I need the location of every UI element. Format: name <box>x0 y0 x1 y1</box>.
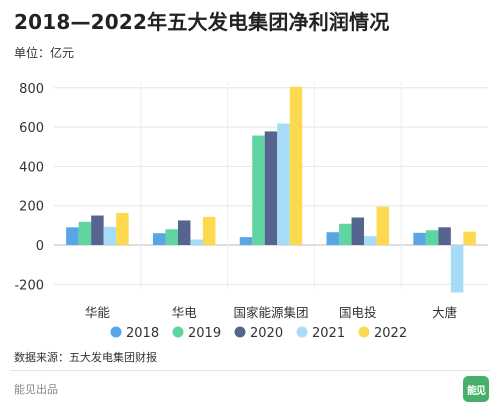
bar <box>252 135 265 245</box>
legend-swatch <box>110 326 122 338</box>
bar-layer <box>66 86 476 293</box>
bar <box>91 215 104 245</box>
bar <box>116 212 129 245</box>
legend-label: 2018 <box>126 326 159 341</box>
x-tick-label: 国家能源集团 <box>233 305 308 320</box>
footer-divider <box>10 370 490 371</box>
bar <box>66 227 79 245</box>
y-tick-label: 400 <box>19 160 44 175</box>
legend-layer: 2018 2019 2020 2021 2022 <box>110 326 407 341</box>
x-tick-label: 大唐 <box>432 305 457 320</box>
axis-layer: -200 0 200 400 600 800 华能 华电 国家能源集团 国电投 大唐 <box>14 82 457 320</box>
x-tick-label: 华电 <box>172 305 198 320</box>
bar <box>165 229 178 245</box>
bar <box>190 239 203 245</box>
legend-label: 2022 <box>374 326 407 341</box>
bar <box>376 206 390 245</box>
legend-label: 2020 <box>250 326 283 341</box>
legend-swatch <box>234 326 246 338</box>
y-tick-label: -200 <box>14 278 44 293</box>
legend-swatch <box>172 326 184 338</box>
y-tick-label: 800 <box>19 82 44 97</box>
bar <box>339 223 352 245</box>
bar <box>438 227 451 245</box>
y-tick-label: 0 <box>36 239 44 254</box>
bar <box>425 230 439 245</box>
brand-logo-text: 能见 <box>467 385 486 397</box>
legend-swatch <box>296 326 308 338</box>
unit-label: 单位：亿元 <box>14 46 75 60</box>
bar <box>177 220 191 245</box>
legend-swatch <box>358 326 370 338</box>
legend-label: 2019 <box>188 326 221 341</box>
y-tick-label: 600 <box>19 121 44 136</box>
bar <box>103 226 117 245</box>
bar <box>239 237 253 245</box>
bar <box>78 221 92 245</box>
page-title: 2018—2022年五大发电集团净利润情况 <box>14 10 390 34</box>
bar <box>463 231 476 245</box>
bar <box>277 123 290 245</box>
x-tick-label: 华能 <box>85 305 111 320</box>
credit-label: 能见出品 <box>14 383 58 396</box>
bar <box>450 245 464 293</box>
bar <box>364 236 377 245</box>
bar <box>413 232 426 245</box>
bar <box>351 217 365 245</box>
x-tick-label: 国电投 <box>339 305 377 320</box>
bar <box>264 131 278 245</box>
data-source: 数据来源：五大发电集团财报 <box>14 351 157 364</box>
y-tick-label: 200 <box>19 200 44 215</box>
bar <box>152 233 166 245</box>
legend-label: 2021 <box>312 326 345 341</box>
bar <box>289 86 303 245</box>
chart-area: -200 0 200 400 600 800 华能 华电 国家能源集团 国电投 大唐 2018 201… <box>0 70 500 350</box>
brand-logo: 能见 <box>463 376 489 402</box>
bar <box>326 232 340 245</box>
bar <box>202 216 216 245</box>
